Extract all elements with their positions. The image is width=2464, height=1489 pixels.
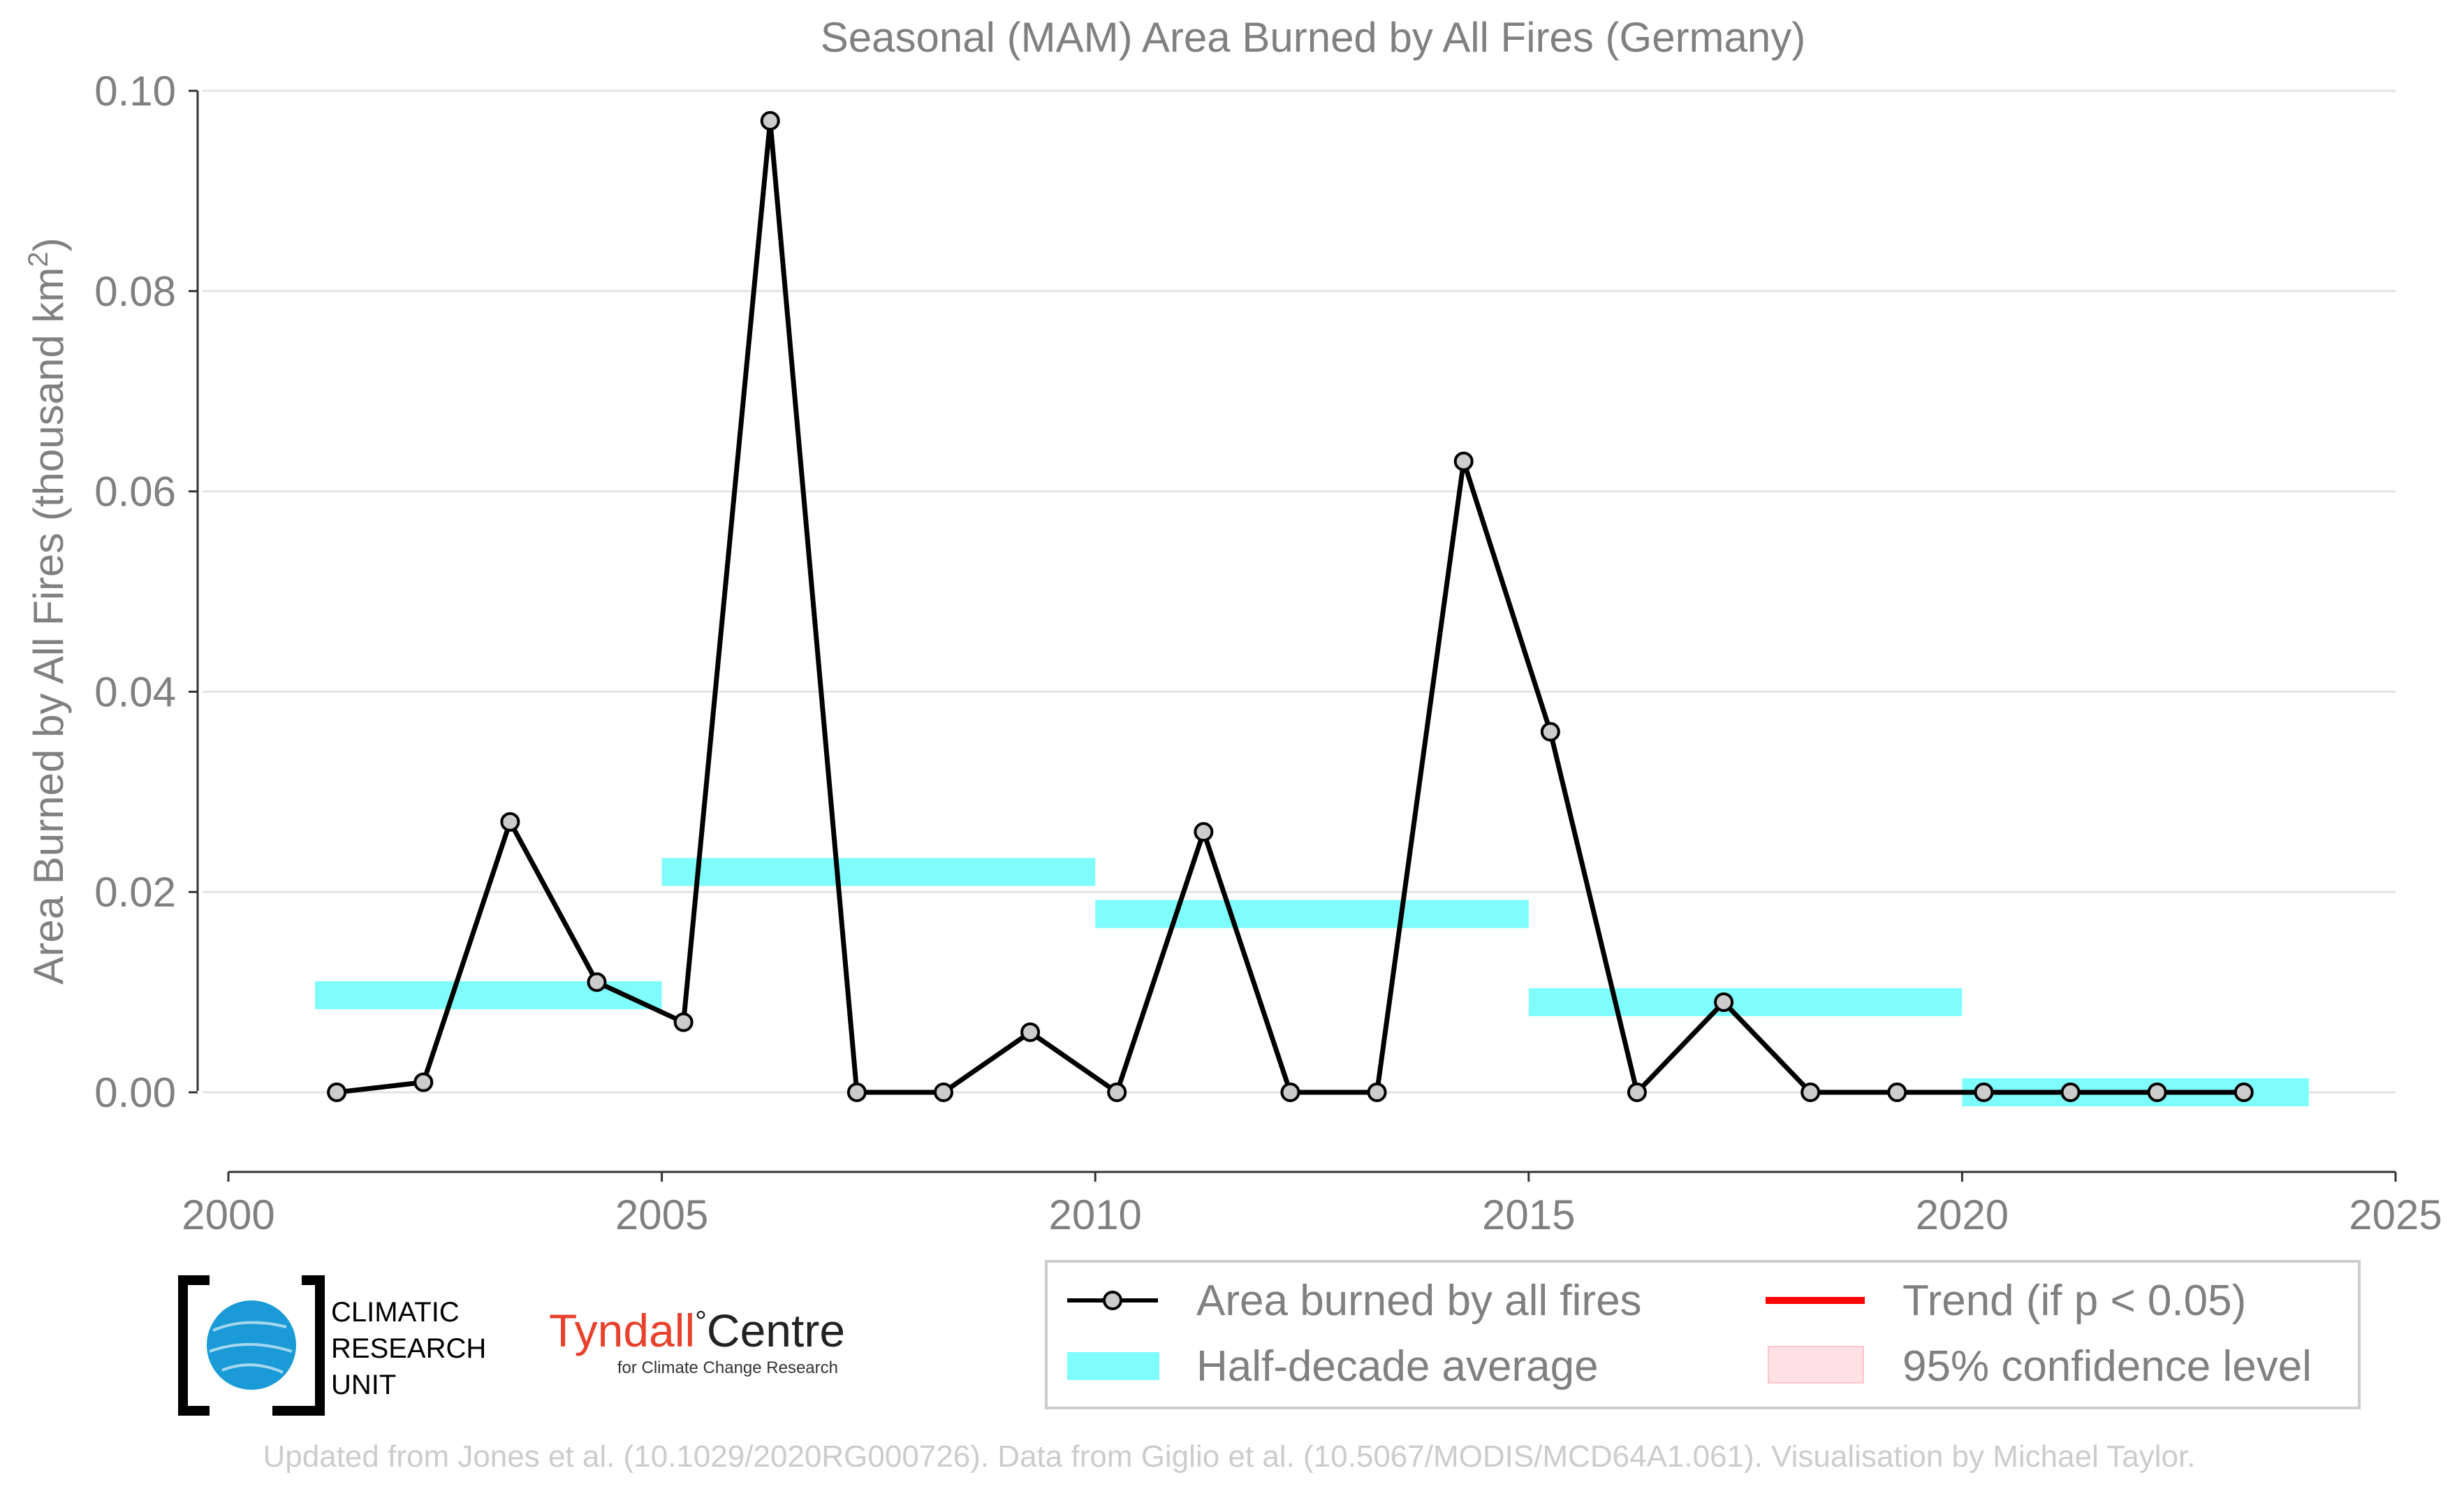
data-point [1974, 1083, 1994, 1102]
legend-entry-area-burned: Area burned by all fires [1067, 1277, 1642, 1325]
data-point [1801, 1083, 1821, 1102]
chart-title: Seasonal (MAM) Area Burned by All Fires … [821, 14, 1806, 61]
legend-label-trend: Trend (if p < 0.05) [1902, 1277, 2246, 1325]
data-point [1194, 822, 1214, 842]
y-tick-label: 0.02 [94, 869, 176, 916]
data-point [846, 1083, 867, 1102]
data-point [760, 111, 780, 131]
half-decade-band [1528, 988, 1963, 1016]
cru-logo-line2: RESEARCH [331, 1333, 486, 1364]
data-point [2147, 1083, 2167, 1102]
tyndall-logo-centre: Centre [707, 1305, 845, 1356]
half-decade-band [315, 981, 662, 1009]
x-tick-label: 2010 [1048, 1191, 1141, 1238]
data-point [2234, 1083, 2254, 1102]
y-tick-label: 0.04 [94, 668, 176, 715]
data-point [2060, 1083, 2081, 1102]
cru-logo-bracket-right [272, 1275, 325, 1416]
cru-logo: CLIMATIC RESEARCH UNIT [178, 1275, 486, 1416]
y-ticks: 0.00 0.02 0.04 0.06 0.08 0.10 [94, 68, 198, 1116]
x-tick-label: 2025 [2349, 1191, 2442, 1238]
legend-label-half-decade: Half-decade average [1196, 1342, 1599, 1391]
data-point [673, 1012, 694, 1032]
half-decade-band [661, 858, 1096, 886]
tyndall-logo-text: Tyndall°Centre [549, 1305, 845, 1356]
x-ticks: 2000 2005 2010 2015 2020 2025 [182, 1172, 2442, 1238]
y-axis-label-main: Area Burned by All Fires (thousand km [25, 267, 72, 985]
y-tick-label: 0.10 [94, 68, 176, 115]
x-tick-label: 2015 [1482, 1191, 1575, 1238]
legend-entry-confidence: 95% confidence level [1768, 1342, 2312, 1391]
y-tick-label: 0.06 [94, 469, 176, 515]
data-point [1453, 451, 1474, 471]
legend: Area burned by all fires Trend (if p < 0… [1045, 1260, 2361, 1409]
data-point [1280, 1083, 1300, 1102]
x-tick-label: 2000 [182, 1191, 274, 1238]
data-point [327, 1083, 347, 1102]
legend-band-swatch [1067, 1352, 1159, 1380]
legend-confidence-swatch [1768, 1346, 1864, 1384]
data-point [1627, 1083, 1647, 1102]
series-area-burned [327, 111, 2254, 1102]
globe-icon-swirl [209, 1321, 293, 1374]
tyndall-logo: Tyndall°Centre for Climate Change Resear… [549, 1305, 845, 1377]
y-axis-label-superscript: 2 [23, 251, 54, 267]
grid-lines [203, 89, 2396, 1094]
y-axis-label: Area Burned by All Fires (thousand km2) [23, 237, 72, 984]
y-axis-label-end: ) [25, 237, 72, 251]
legend-box [1045, 1260, 2361, 1409]
data-point [413, 1072, 434, 1092]
data-point [587, 972, 607, 992]
legend-marker-swatch [1103, 1291, 1122, 1310]
data-point [1020, 1022, 1041, 1042]
half-decade-band [1095, 900, 1529, 928]
half-decade-bands [315, 858, 2309, 1106]
cru-logo-bracket-left [178, 1275, 210, 1416]
data-point [1367, 1083, 1387, 1102]
data-point [1107, 1083, 1127, 1102]
legend-entry-half-decade: Half-decade average [1067, 1342, 1599, 1391]
tyndall-logo-degree: ° [695, 1305, 707, 1337]
tyndall-logo-sub: for Climate Change Research [617, 1358, 838, 1377]
series-line [336, 118, 2244, 1095]
y-tick-label: 0.08 [94, 268, 176, 315]
data-point [1887, 1083, 1907, 1102]
tyndall-logo-name: Tyndall [549, 1305, 695, 1356]
x-tick-label: 2005 [615, 1191, 708, 1238]
data-point [1714, 992, 1734, 1012]
data-point [1540, 721, 1560, 742]
cru-logo-line3: UNIT [331, 1370, 396, 1400]
legend-entry-trend: Trend (if p < 0.05) [1766, 1277, 2246, 1325]
data-point [933, 1083, 953, 1102]
x-tick-label: 2020 [1916, 1191, 2009, 1238]
legend-label-area-burned: Area burned by all fires [1196, 1277, 1642, 1325]
y-tick-label: 0.00 [94, 1069, 176, 1116]
data-point [500, 812, 520, 832]
cru-logo-line1: CLIMATIC [331, 1297, 460, 1328]
footer-credit: Updated from Jones et al. (10.1029/2020R… [263, 1439, 2196, 1474]
legend-label-confidence: 95% confidence level [1902, 1342, 2312, 1391]
